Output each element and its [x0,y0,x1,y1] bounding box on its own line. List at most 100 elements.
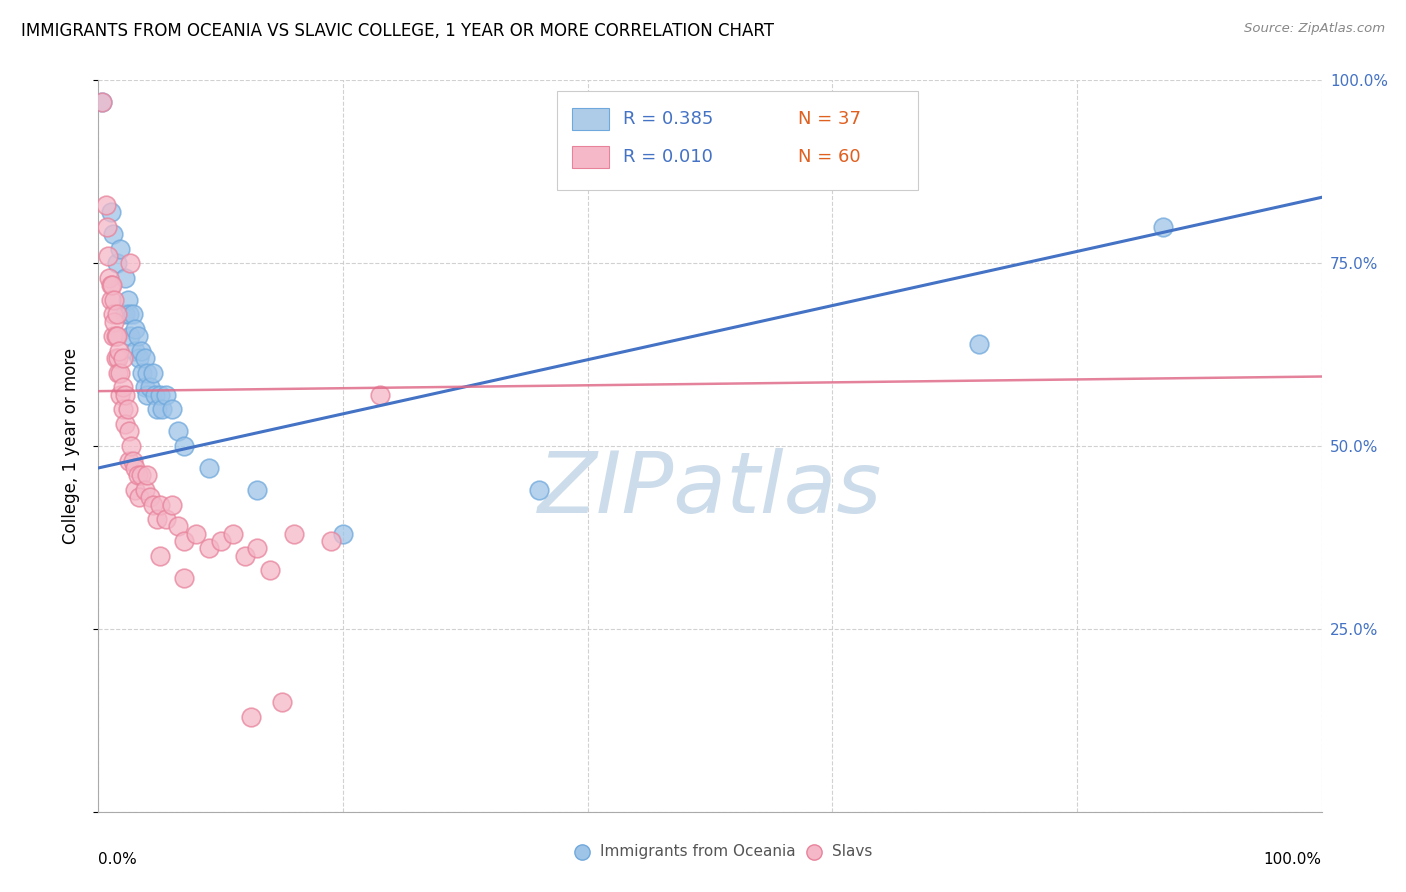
Bar [572,146,609,168]
Point [131,366,153,380]
Point [105,307,128,321]
Point [117,402,139,417]
Point [146,402,169,417]
Point [117,293,139,307]
Point [114,270,136,285]
Point [527,483,550,497]
Point [233,549,256,563]
Point [118,307,141,321]
Text: Source: ZipAtlas.com: Source: ZipAtlas.com [1244,22,1385,36]
Point [118,453,141,467]
Point [91,95,114,110]
Point [103,315,125,329]
Point [283,526,305,541]
Point [259,563,281,577]
Text: R = 0.010: R = 0.010 [623,148,713,166]
Point [127,329,149,343]
Point [124,343,146,358]
Point [101,278,124,293]
Point [127,468,149,483]
Point [270,695,294,709]
Point [110,366,132,380]
Point [110,388,132,402]
Point [101,329,124,343]
Text: N = 60: N = 60 [799,148,860,166]
Point [100,293,122,307]
Text: 100.0%: 100.0% [1264,852,1322,867]
Point [121,307,143,321]
Point [110,242,132,256]
Point [101,227,124,241]
Point [104,351,127,366]
Text: Slavs: Slavs [832,845,873,860]
Point [104,329,127,343]
Point [105,329,128,343]
Text: Immigrants from Oceania: Immigrants from Oceania [600,845,796,860]
Point [332,526,354,541]
Point [967,336,990,351]
Point [222,526,245,541]
Point [107,366,129,380]
Point [128,490,150,504]
Point [186,526,208,541]
Point [167,519,190,533]
Point [246,541,269,556]
Point [146,512,169,526]
Point [100,205,122,219]
Point [91,95,114,110]
Point [155,512,177,526]
Point [108,343,131,358]
Point [121,453,143,467]
Point [150,402,173,417]
Point [111,380,134,394]
Point [120,329,142,343]
Point [129,468,152,483]
Point [114,417,136,431]
Point [134,483,156,497]
Point [368,388,391,402]
Point [197,461,219,475]
Point [1152,219,1174,234]
Point [197,541,219,556]
Point [167,425,190,439]
Point [160,402,183,417]
Point [209,534,232,549]
Point [111,402,134,417]
Point [129,343,152,358]
Bar [572,108,609,130]
Point [124,461,146,475]
Point [139,490,162,504]
Point [124,483,146,497]
Point [173,534,195,549]
Point [136,366,159,380]
Point [124,322,146,336]
Point [96,219,118,234]
Text: 0.0%: 0.0% [98,852,138,867]
Point [94,197,117,211]
Point [120,439,142,453]
Point [139,380,162,394]
Point [149,549,172,563]
Text: IMMIGRANTS FROM OCEANIA VS SLAVIC COLLEGE, 1 YEAR OR MORE CORRELATION CHART: IMMIGRANTS FROM OCEANIA VS SLAVIC COLLEG… [21,22,775,40]
Point [134,351,156,366]
Text: R = 0.385: R = 0.385 [623,110,714,128]
Point [319,534,342,549]
Point [100,278,122,293]
Point [98,270,121,285]
Point [118,425,141,439]
Point [103,293,125,307]
Point [136,388,159,402]
Bar [557,91,918,190]
Point [142,498,165,512]
Point [173,571,195,585]
Point [97,249,120,263]
Point [128,351,150,366]
Point [134,380,156,394]
Point [142,366,165,380]
Point [114,307,136,321]
Point [149,388,172,402]
Point [107,351,129,366]
Point [240,709,263,723]
Point [136,468,159,483]
Point [149,498,172,512]
